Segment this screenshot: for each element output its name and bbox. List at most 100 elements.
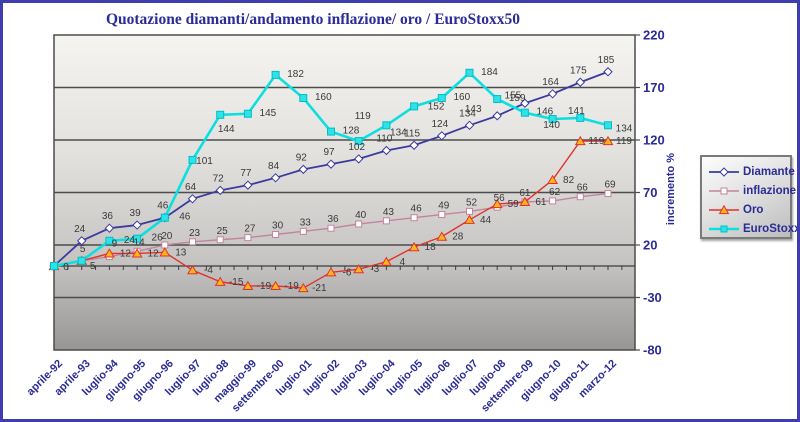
svg-text:72: 72 <box>213 173 225 184</box>
svg-text:182: 182 <box>287 69 304 80</box>
svg-text:134: 134 <box>616 123 633 134</box>
svg-text:-21: -21 <box>312 283 327 294</box>
svg-text:-6: -6 <box>343 267 352 278</box>
chart-title: Quotazione diamanti/andamento inflazione… <box>105 11 521 28</box>
svg-text:164: 164 <box>542 77 559 88</box>
svg-text:143: 143 <box>465 104 482 115</box>
svg-text:-19: -19 <box>257 281 272 292</box>
svg-text:175: 175 <box>570 65 587 76</box>
svg-text:39: 39 <box>130 208 142 219</box>
svg-text:110: 110 <box>376 134 392 145</box>
svg-text:66: 66 <box>577 183 589 194</box>
oro-line-icon <box>709 204 739 214</box>
svg-text:28: 28 <box>452 232 464 243</box>
svg-text:30: 30 <box>272 221 284 232</box>
svg-text:82: 82 <box>563 175 575 186</box>
svg-text:185: 185 <box>598 55 615 66</box>
svg-text:134: 134 <box>390 127 407 138</box>
svg-text:155: 155 <box>505 90 522 101</box>
svg-text:-3: -3 <box>370 264 379 275</box>
svg-text:184: 184 <box>481 67 498 78</box>
svg-text:20: 20 <box>161 231 173 242</box>
svg-text:170: 170 <box>643 80 665 95</box>
svg-text:46: 46 <box>411 204 423 215</box>
legend-item-eurostoxx50: EuroStoxx50 <box>708 219 797 238</box>
svg-text:12: 12 <box>120 248 132 259</box>
svg-text:26: 26 <box>152 233 164 244</box>
svg-text:128: 128 <box>343 126 360 137</box>
svg-text:24: 24 <box>124 235 136 246</box>
svg-text:4: 4 <box>400 257 406 268</box>
svg-text:-4: -4 <box>204 265 213 276</box>
svg-text:40: 40 <box>355 210 367 221</box>
legend-label-eurostoxx50: EuroStoxx50 <box>743 222 800 235</box>
svg-text:145: 145 <box>260 108 277 119</box>
chart-canvas: 220 170 120 70 20 -30 -80 0 24 36 39 46 64 72 77 84 92 97… <box>25 28 677 415</box>
legend-item-diamante: Diamante <box>708 162 795 181</box>
svg-text:14: 14 <box>134 237 146 248</box>
svg-text:159: 159 <box>509 93 526 104</box>
svg-text:152: 152 <box>428 101 445 112</box>
svg-text:56: 56 <box>494 193 506 204</box>
legend-item-inflazione: inflazione <box>708 181 796 200</box>
svg-text:49: 49 <box>438 201 450 212</box>
svg-text:77: 77 <box>240 168 252 179</box>
svg-text:120: 120 <box>643 133 665 148</box>
eurostoxx50-line-icon <box>709 225 739 232</box>
svg-text:incremento %: incremento % <box>665 153 677 225</box>
svg-text:115: 115 <box>404 128 420 139</box>
svg-text:25: 25 <box>217 226 229 237</box>
svg-text:23: 23 <box>189 228 201 239</box>
svg-text:146: 146 <box>537 107 554 118</box>
legend-label-diamante: Diamante <box>743 165 795 178</box>
svg-text:13: 13 <box>175 247 187 258</box>
svg-text:44: 44 <box>480 215 492 226</box>
svg-text:-30: -30 <box>643 290 662 305</box>
svg-text:92: 92 <box>296 152 308 163</box>
svg-text:46: 46 <box>179 212 191 223</box>
svg-text:9: 9 <box>112 239 118 250</box>
svg-text:61: 61 <box>535 197 547 208</box>
svg-text:-80: -80 <box>643 343 662 358</box>
svg-text:61: 61 <box>519 188 531 199</box>
svg-text:140: 140 <box>543 120 560 131</box>
svg-text:12: 12 <box>148 248 160 259</box>
svg-text:52: 52 <box>466 197 478 208</box>
diamante-line-icon <box>709 166 739 177</box>
svg-text:141: 141 <box>568 106 585 117</box>
legend-item-oro: Oro <box>708 200 790 219</box>
svg-text:97: 97 <box>323 147 335 158</box>
svg-text:62: 62 <box>549 187 561 198</box>
svg-text:43: 43 <box>383 207 395 218</box>
svg-text:36: 36 <box>327 214 339 225</box>
inflazione-line-icon <box>709 187 739 194</box>
svg-text:119: 119 <box>588 136 604 147</box>
svg-text:64: 64 <box>185 182 197 193</box>
legend-label-oro: Oro <box>743 203 764 216</box>
svg-text:-15: -15 <box>229 277 244 288</box>
svg-text:27: 27 <box>244 224 256 235</box>
svg-text:5: 5 <box>90 261 96 272</box>
svg-text:220: 220 <box>643 28 665 43</box>
svg-text:0: 0 <box>63 262 69 273</box>
svg-text:18: 18 <box>425 242 437 253</box>
svg-text:24: 24 <box>74 224 86 235</box>
svg-text:36: 36 <box>102 211 114 222</box>
svg-text:101: 101 <box>196 156 213 167</box>
svg-text:124: 124 <box>431 119 448 130</box>
svg-text:59: 59 <box>508 199 520 210</box>
svg-text:160: 160 <box>315 92 332 103</box>
svg-text:-19: -19 <box>284 281 299 292</box>
svg-text:70: 70 <box>643 185 657 200</box>
svg-text:33: 33 <box>300 217 312 228</box>
svg-text:5: 5 <box>80 244 86 255</box>
svg-text:134: 134 <box>459 108 476 119</box>
svg-text:46: 46 <box>157 201 169 212</box>
legend-label-inflazione: inflazione <box>743 184 797 197</box>
svg-text:160: 160 <box>453 92 470 103</box>
legend: Diamante inflazione Oro EuroStoxx50 <box>700 155 797 239</box>
svg-text:20: 20 <box>643 238 657 253</box>
svg-text:119: 119 <box>616 136 632 147</box>
svg-text:102: 102 <box>348 142 365 153</box>
